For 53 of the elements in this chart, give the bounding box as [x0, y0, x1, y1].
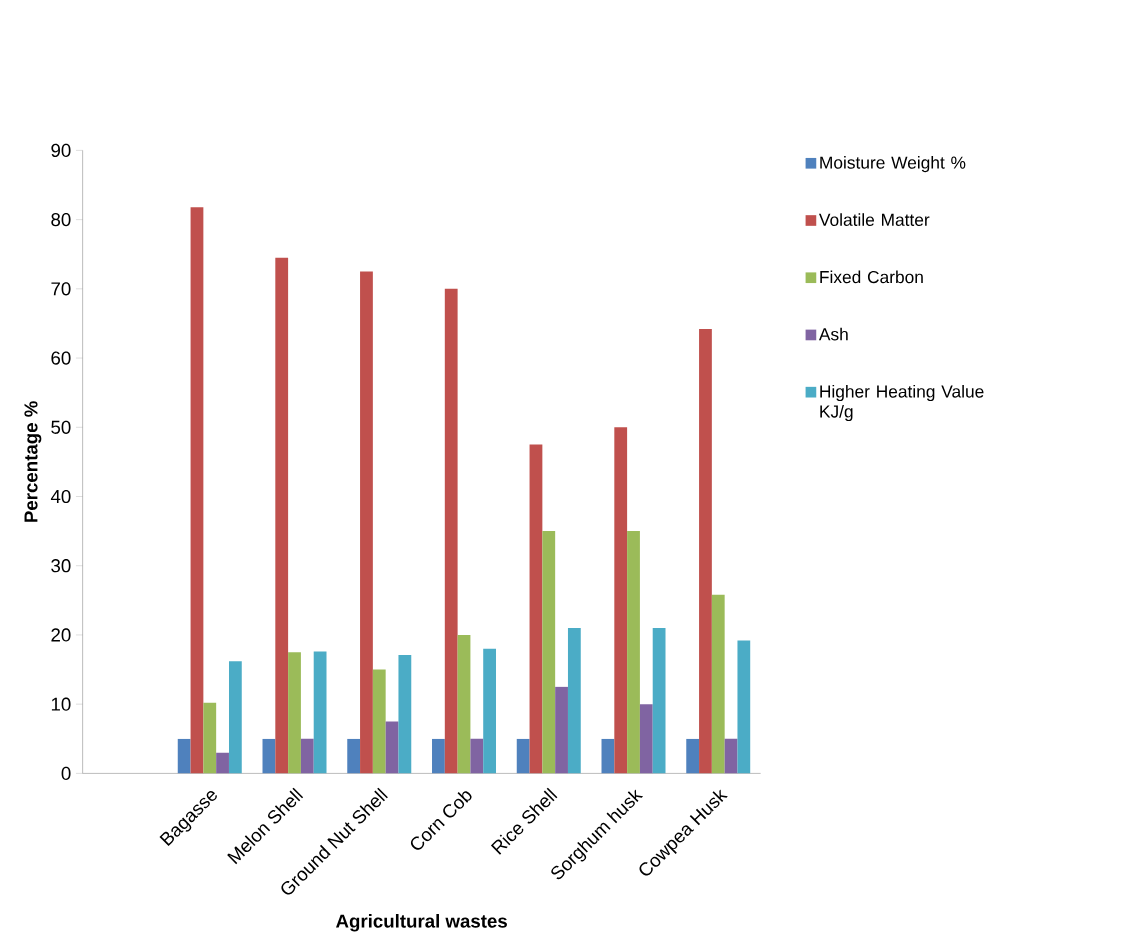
bar — [652, 628, 666, 774]
bar — [275, 257, 289, 774]
bar — [228, 661, 242, 774]
bar — [627, 531, 640, 774]
y-tick-label: 60 — [51, 351, 71, 365]
bar — [385, 721, 399, 774]
bar — [444, 288, 458, 774]
bar — [313, 651, 327, 774]
y-tick-label: 10 — [51, 697, 71, 711]
bar — [190, 207, 204, 774]
bar — [614, 427, 628, 774]
bar — [483, 648, 497, 774]
bar — [529, 444, 543, 774]
bar — [542, 531, 556, 774]
bar — [398, 655, 412, 774]
bar — [699, 329, 712, 774]
bar — [724, 738, 738, 774]
y-tick-label: 70 — [51, 282, 71, 296]
bar — [177, 738, 191, 774]
bar — [686, 738, 700, 774]
bar — [432, 738, 445, 774]
bar — [555, 686, 568, 774]
y-tick-label: 80 — [51, 213, 71, 227]
bar — [262, 738, 276, 774]
bar — [372, 669, 386, 774]
bar — [470, 738, 484, 774]
y-axis-title: Percentage % — [24, 401, 42, 522]
y-tick-label: 90 — [51, 143, 71, 158]
bar — [516, 738, 530, 774]
bar — [300, 738, 314, 774]
bar — [711, 594, 725, 774]
bar — [601, 738, 615, 774]
bar — [737, 640, 751, 774]
legend-label: Volatile Matter — [819, 213, 930, 226]
bar — [360, 271, 373, 774]
y-tick-label: 0 — [61, 766, 71, 781]
bar — [457, 634, 471, 774]
bar — [216, 752, 229, 774]
x-tick-label: Corn Cob — [410, 791, 472, 850]
legend-label: Ash — [818, 327, 848, 341]
bar — [639, 704, 653, 774]
bar — [567, 628, 581, 774]
bar — [203, 702, 217, 774]
legend-label: Fixed Carbon — [820, 270, 923, 284]
legend-label: Higher Heating Value KJ/g — [820, 384, 984, 422]
x-axis-title: Agricultural wastes — [335, 914, 507, 932]
legend-label: Moisture Weight % — [820, 156, 966, 173]
y-tick-label: 20 — [51, 628, 71, 642]
y-tick-label: 40 — [50, 489, 71, 504]
y-tick-label: 50 — [51, 420, 71, 434]
y-tick-label: 30 — [51, 559, 71, 573]
bar — [288, 652, 301, 774]
bar — [347, 738, 361, 774]
